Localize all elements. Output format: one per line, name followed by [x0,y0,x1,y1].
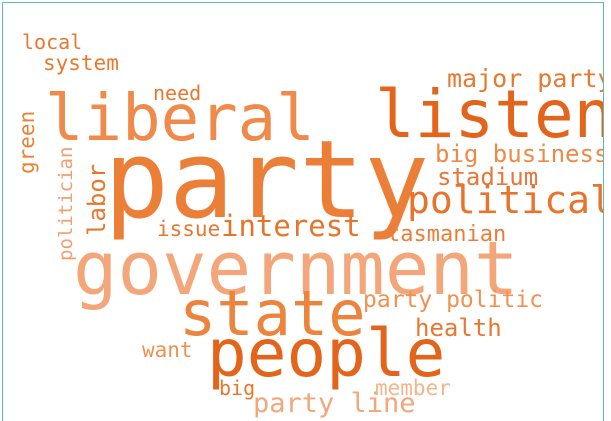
word-listen: listen [375,76,604,153]
word-government: government [73,226,519,312]
word-big-business: big business [435,140,604,168]
word-issue: issue [157,217,221,241]
word-member: member [375,376,451,400]
word-stadium: stadium [437,163,539,191]
word-health: health [415,314,502,342]
word-party: party [104,118,430,243]
word-need: need [153,81,202,105]
word-party-line: party line [253,388,416,419]
word-liberal: liberal [45,82,315,156]
word-political: political [407,178,604,222]
word-party-politic: party politic [363,287,544,313]
word-state: state [179,277,366,350]
word-system: system [43,51,119,75]
word-major-party: major party [447,64,604,93]
word-big: big [219,376,256,400]
word-want: want [142,338,193,362]
word-green: green [15,110,39,174]
word-people: people [207,315,446,392]
word-interest: interest [221,209,361,243]
word-local: local [22,30,83,54]
word-tasmanian: tasmanian [387,222,507,247]
